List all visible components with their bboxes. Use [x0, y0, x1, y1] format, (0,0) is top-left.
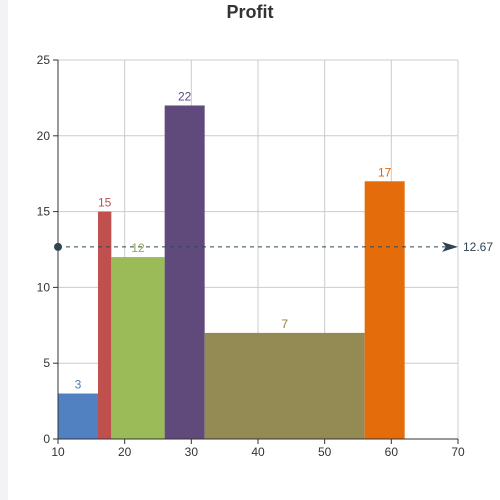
bar [111, 257, 165, 439]
y-tick-label: 5 [43, 356, 50, 370]
bar [204, 332, 365, 439]
data-label: 7 [281, 317, 288, 331]
y-tick-label: 0 [43, 432, 50, 446]
x-tick-label: 70 [451, 445, 465, 459]
data-label: 17 [378, 165, 392, 179]
average-line-label: 12.67 [463, 240, 493, 254]
bar [58, 393, 98, 439]
y-tick-label: 10 [37, 280, 51, 294]
x-tick-label: 20 [118, 445, 132, 459]
y-tick-label: 25 [37, 53, 51, 67]
left-panel-strip [0, 0, 8, 500]
x-tick-label: 50 [318, 445, 332, 459]
x-tick-label: 40 [251, 445, 265, 459]
average-line-arrow [442, 241, 458, 252]
x-tick-label: 10 [51, 445, 65, 459]
bar [364, 181, 405, 439]
bar [98, 211, 112, 439]
bar [164, 105, 205, 439]
x-tick-label: 30 [185, 445, 199, 459]
data-label: 3 [75, 378, 82, 392]
data-label: 22 [178, 89, 192, 103]
data-label: 12 [131, 241, 145, 255]
data-label: 15 [98, 196, 112, 210]
chart-title: Profit [226, 2, 274, 22]
y-tick-label: 20 [37, 129, 51, 143]
y-tick-label: 15 [37, 205, 51, 219]
x-tick-label: 60 [385, 445, 399, 459]
